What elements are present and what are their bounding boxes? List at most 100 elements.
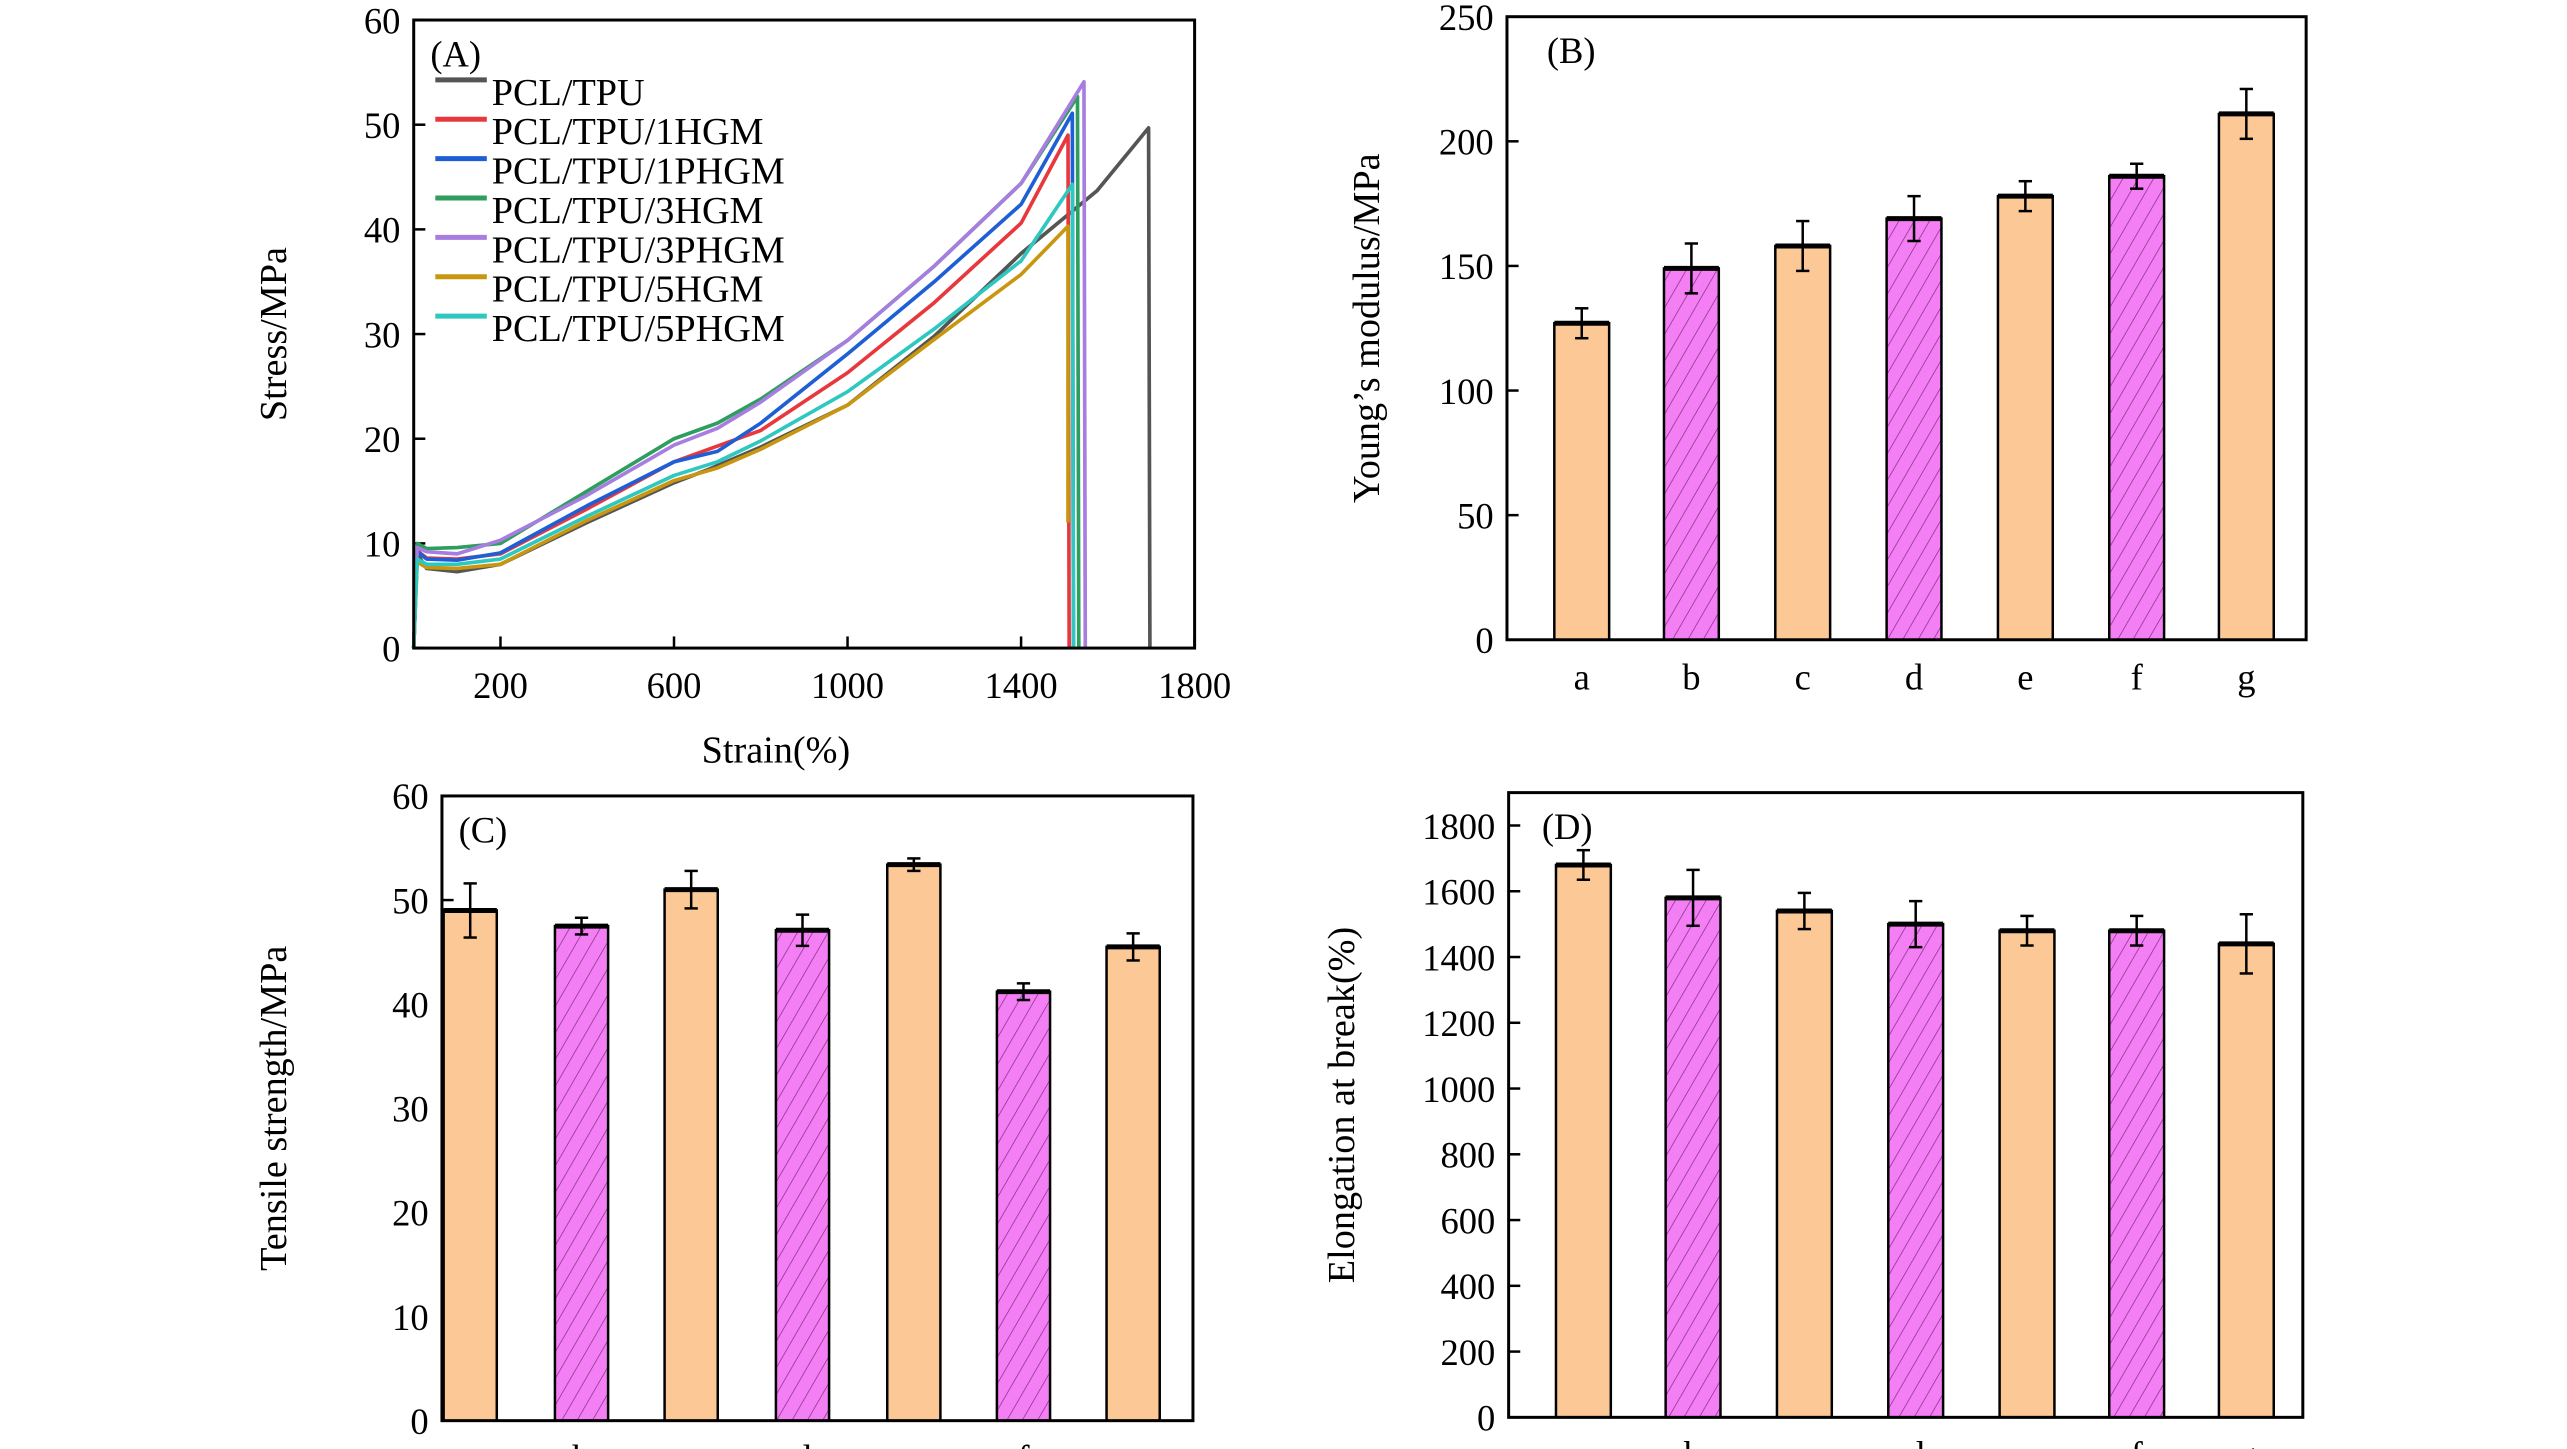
x-tick-label: 600 — [647, 665, 702, 706]
x-category-label: a — [1574, 657, 1590, 698]
legend-label: PCL/TPU/1HGM — [492, 111, 764, 153]
plot-frame — [440, 794, 1195, 1423]
y-tick-label: 0 — [382, 628, 400, 669]
legend-label: PCL/TPU — [492, 72, 645, 114]
y-axis-label: Tensile strength/MPa — [253, 946, 295, 1271]
legend-label: PCL/TPU/5PHGM — [492, 308, 785, 350]
x-category-label: b — [1682, 657, 1700, 698]
y-axis-label: Young’s modulus/MPa — [1346, 153, 1388, 503]
bar-g — [2217, 112, 2275, 642]
y-tick-label: 10 — [392, 1297, 429, 1338]
y-tick-label: 600 — [1441, 1200, 1496, 1241]
legend-label: PCL/TPU/3PHGM — [492, 229, 785, 271]
series-line-3 — [411, 111, 1076, 649]
panel-d: 0 200 400 600 800 1000 1200 1400 1600 1800 Elongat… — [1321, 791, 2305, 1449]
y-tick-label: 50 — [1457, 495, 1494, 536]
x-category-label: b — [572, 1438, 590, 1449]
x-category-label: c — [683, 1438, 699, 1449]
y-tick-label: 60 — [392, 776, 429, 817]
bar-d — [1885, 217, 1943, 642]
y-tick-label: 1200 — [1422, 1003, 1495, 1044]
y-tick-label: 0 — [1475, 620, 1493, 661]
x-category-label: a — [1575, 1434, 1591, 1449]
x-category-label: c — [1795, 657, 1811, 698]
bar-g — [1105, 945, 1161, 1422]
y-tick-label: 1600 — [1422, 872, 1495, 913]
x-tick-label: 1000 — [811, 665, 884, 706]
y-tick-label: 200 — [1441, 1332, 1496, 1373]
x-category-label: g — [2237, 657, 2255, 698]
x-tick-label: 1800 — [1158, 665, 1231, 706]
x-category-label: d — [1907, 1434, 1925, 1449]
bar-d — [774, 929, 831, 1422]
x-category-label: g — [1124, 1438, 1142, 1449]
bar-b — [1664, 896, 1722, 1419]
series-line-7 — [411, 182, 1076, 649]
x-category-label: f — [1017, 1438, 1030, 1449]
legend-label: PCL/TPU/3HGM — [492, 190, 764, 232]
bar-f — [2108, 929, 2166, 1419]
x-category-label: e — [2019, 1434, 2035, 1449]
bar-a — [1553, 322, 1611, 642]
y-tick-label: 150 — [1439, 246, 1494, 287]
legend-label: PCL/TPU/1PHGM — [492, 151, 785, 193]
plot-frame — [1505, 15, 2308, 642]
panel-label: (D) — [1542, 806, 1593, 847]
bar-b — [1662, 267, 1721, 642]
y-tick-label: 50 — [364, 105, 401, 146]
bar-f — [995, 990, 1052, 1422]
y-tick-label: 100 — [1439, 371, 1494, 412]
y-tick-label: 10 — [364, 524, 401, 565]
bar-c — [663, 888, 720, 1422]
panel-a: 0 10 20 30 40 50 60 Stress/MPa 200 600 1000 1400 180… — [253, 0, 1231, 771]
panel-label: (C) — [459, 809, 508, 850]
x-category-label: e — [906, 1438, 922, 1449]
y-axis-label: Elongation at break(%) — [1321, 927, 1363, 1283]
x-category-label: e — [2017, 657, 2033, 698]
x-category-label: b — [1684, 1434, 1702, 1449]
x-tick-label: 200 — [473, 665, 528, 706]
y-tick-label: 30 — [364, 314, 401, 355]
plot-frame — [412, 18, 1197, 650]
y-tick-label: 30 — [392, 1089, 429, 1130]
x-category-label: g — [2237, 1434, 2255, 1449]
y-tick-label: 200 — [1439, 122, 1494, 163]
y-tick-label: 250 — [1439, 0, 1494, 38]
y-tick-label: 0 — [1477, 1398, 1495, 1439]
bar-e — [885, 863, 942, 1422]
bar-a — [442, 909, 499, 1422]
legend-label: PCL/TPU/5HGM — [492, 269, 764, 311]
y-tick-label: 20 — [364, 419, 401, 460]
panel-b: 0 50 100 150 200 250 Young’s modulus/MPa a b c d e f… — [1346, 0, 2308, 698]
x-category-label: d — [1905, 657, 1923, 698]
bar-c — [1774, 244, 1832, 642]
y-tick-label: 60 — [364, 0, 401, 41]
x-tick-label: 1400 — [985, 665, 1058, 706]
panel-label: (B) — [1547, 30, 1596, 71]
y-axis-label: Stress/MPa — [253, 247, 295, 421]
x-category-label: f — [2131, 1434, 2144, 1449]
bar-f — [2108, 174, 2166, 642]
y-tick-label: 400 — [1441, 1266, 1496, 1307]
x-category-label: f — [2131, 657, 2144, 698]
y-tick-label: 50 — [392, 880, 429, 921]
bar-d — [1887, 922, 1945, 1419]
plot-frame — [1507, 791, 2305, 1419]
series-line-6 — [411, 224, 1070, 649]
bar-e — [1998, 929, 2056, 1419]
y-tick-label: 1400 — [1422, 937, 1495, 978]
y-tick-label: 1800 — [1422, 806, 1495, 847]
y-tick-label: 0 — [410, 1401, 428, 1442]
y-tick-label: 40 — [364, 210, 401, 251]
bar-g — [2217, 942, 2275, 1419]
y-tick-label: 40 — [392, 984, 429, 1025]
panel-c: 0 10 20 30 40 50 60 Tensile strength/MPa a b c d e f g… — [253, 776, 1195, 1449]
panel-label: (A) — [430, 34, 481, 75]
bar-b — [553, 924, 610, 1422]
bar-c — [1775, 909, 1834, 1419]
x-category-label: c — [1796, 1434, 1812, 1449]
x-category-label: a — [462, 1438, 478, 1449]
x-category-label: d — [793, 1438, 811, 1449]
y-tick-label: 1000 — [1422, 1069, 1495, 1110]
